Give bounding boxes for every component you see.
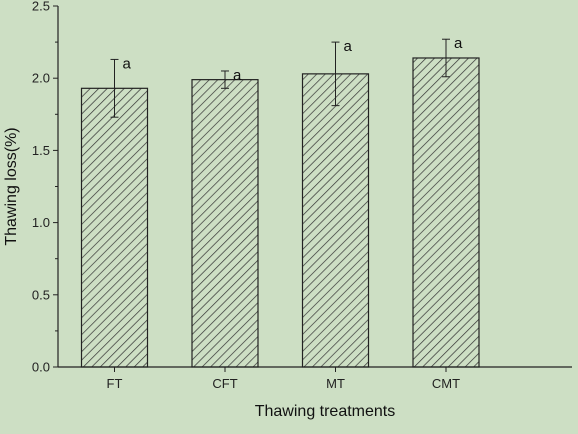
x-tick-label-cft: CFT	[212, 376, 237, 391]
significance-label-mt: a	[344, 38, 353, 55]
y-axis-title: Thawing loss(%)	[3, 127, 20, 245]
y-tick-label: 2.0	[32, 71, 50, 86]
significance-label-ft: a	[123, 55, 132, 72]
significance-labels-layer: a a a a	[123, 35, 464, 84]
x-axis-title: Thawing treatments	[255, 403, 396, 420]
bars-layer	[80, 57, 480, 368]
y-ticks-layer: 0.0 0.5 1.0 1.5 2.0 2.5	[32, 0, 58, 375]
error-bars-layer	[110, 38, 450, 118]
bar-cft	[191, 79, 259, 368]
y-tick-label: 1.5	[32, 143, 50, 158]
significance-label-cft: a	[233, 67, 242, 84]
bar-mt	[301, 73, 370, 368]
x-ticks-layer: FT CFT MT CMT	[107, 367, 460, 391]
y-tick-label: 2.5	[32, 0, 50, 14]
significance-label-cmt: a	[454, 35, 463, 52]
y-tick-label: 0.0	[32, 360, 50, 375]
y-tick-label: 1.0	[32, 215, 50, 230]
bar-cmt	[412, 57, 480, 368]
x-tick-label-cmt: CMT	[432, 376, 460, 391]
x-tick-label-mt: MT	[326, 376, 345, 391]
x-tick-label-ft: FT	[107, 376, 123, 391]
bar-ft	[80, 87, 149, 368]
y-tick-label: 0.5	[32, 287, 50, 302]
